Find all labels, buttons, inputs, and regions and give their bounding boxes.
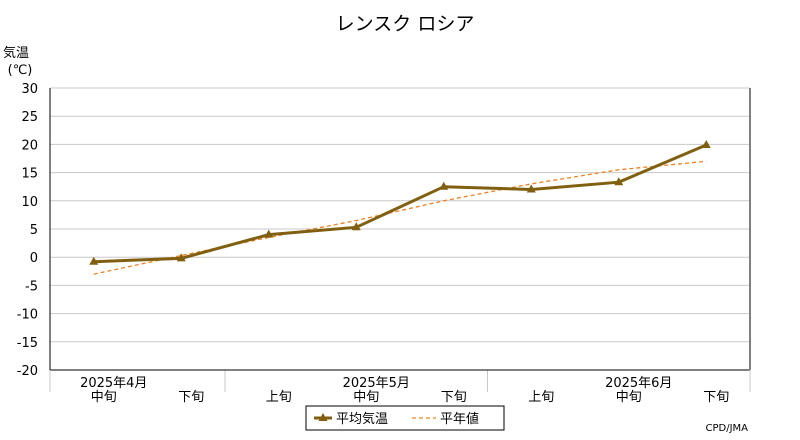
y-tick-label: 10: [21, 195, 38, 210]
period-label: 中旬: [353, 390, 379, 405]
y-tick-label: -20: [17, 364, 38, 379]
period-label: 下旬: [703, 390, 729, 405]
y-tick-label: 20: [21, 138, 38, 153]
y-tick-label: 30: [21, 82, 38, 97]
data-point-avg: [351, 222, 361, 231]
legend-label-normal: 平年値: [440, 411, 479, 427]
chart-title: レンスク ロシア: [336, 13, 475, 35]
month-label: 2025年6月: [605, 376, 672, 391]
y-tick-label: -10: [17, 308, 38, 323]
y-tick-label: 25: [21, 110, 38, 125]
y-tick-label: 5: [30, 223, 38, 238]
data-point-avg: [176, 253, 186, 262]
period-label: 中旬: [616, 390, 642, 405]
legend-label-avg: 平均気温: [336, 411, 388, 427]
data-point-avg: [89, 256, 99, 265]
period-label: 上旬: [266, 390, 292, 405]
data-point-avg: [264, 229, 274, 238]
y-axis-label: 気温: [3, 45, 29, 61]
legend-marker-avg: [318, 413, 328, 421]
legend: 平均気温 平年値: [305, 405, 505, 431]
period-label: 下旬: [178, 390, 204, 405]
series-line-normal: [93, 160, 707, 275]
source-credit: CPD/JMA: [706, 423, 749, 434]
legend-box: [305, 405, 505, 431]
y-tick-label: -15: [17, 336, 38, 351]
plot-frame: [49, 88, 751, 392]
data-point-avg: [526, 184, 536, 193]
series-line-avg: [93, 143, 707, 264]
period-label: 上旬: [528, 390, 554, 405]
grid-lines: [50, 87, 750, 392]
month-label: 2025年4月: [80, 376, 147, 391]
period-label: 中旬: [91, 390, 117, 405]
y-tick-label: -5: [25, 279, 38, 294]
series-layer: [89, 139, 711, 275]
data-point-avg: [701, 139, 711, 148]
data-point-avg: [614, 177, 624, 186]
month-label: 2025年5月: [343, 376, 410, 391]
y-axis-unit: (℃): [8, 63, 33, 78]
y-tick-label: 0: [30, 251, 38, 266]
y-tick-labels: 30 25 20 15 10 5 0 -5 -10 -15 -20: [17, 82, 38, 379]
y-tick-label: 15: [21, 167, 38, 182]
period-label: 下旬: [441, 390, 467, 405]
data-point-avg: [439, 181, 449, 190]
